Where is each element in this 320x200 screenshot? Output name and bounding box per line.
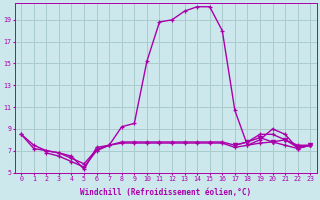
X-axis label: Windchill (Refroidissement éolien,°C): Windchill (Refroidissement éolien,°C) (80, 188, 251, 197)
